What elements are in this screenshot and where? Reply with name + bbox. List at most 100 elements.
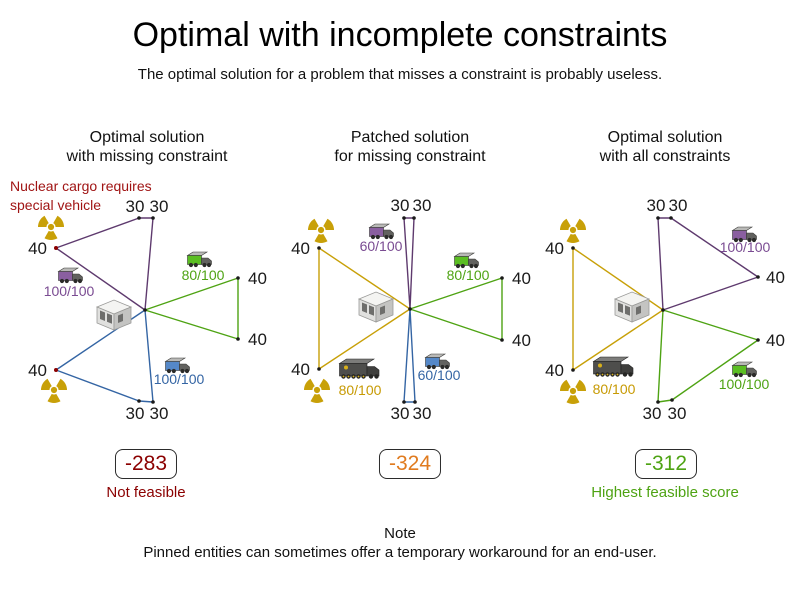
visit-dot [402, 400, 406, 404]
score-value: -283 [124, 452, 168, 475]
panel1-heading-line1: Optimal solution [89, 129, 205, 146]
visit-dot [670, 398, 674, 402]
demand-label-30: 30 [150, 404, 169, 423]
demand-label-30: 30 [391, 404, 410, 423]
truck-icon-green [732, 361, 757, 378]
capacity-label-yellow: 80/100 [339, 382, 382, 398]
footnote-body: Pinned entities can sometimes offer a te… [143, 544, 657, 561]
capacity-label-green: 100/100 [719, 376, 770, 392]
truck-icon-green [187, 251, 212, 268]
visit-dot [317, 367, 321, 371]
score-badge-panel3: -312 [634, 449, 698, 479]
score-badge-panel2: -324 [378, 449, 442, 479]
depot-icon [614, 291, 650, 323]
demand-label-40: 40 [512, 269, 531, 288]
nuclear-constraint-note: Nuclear cargo requires special vehicle [10, 177, 152, 215]
depot-icon [358, 291, 394, 323]
demand-label-30: 30 [413, 196, 432, 215]
capacity-label-green: 80/100 [182, 267, 225, 283]
nuclear-icon [302, 378, 331, 403]
visit-dot [500, 338, 504, 342]
visit-dot [236, 276, 240, 280]
visit-dot [571, 368, 575, 372]
demand-label-40: 40 [766, 268, 785, 287]
nuclear-visit-dot [54, 368, 58, 372]
depot-dot [661, 308, 665, 312]
panel1-heading: Optimal solution with missing constraint [17, 128, 277, 166]
visit-dot [656, 400, 660, 404]
visit-dot [669, 216, 673, 220]
demand-label-40: 40 [766, 331, 785, 350]
depot-dot [408, 307, 412, 311]
panel2-heading: Patched solution for missing constraint [280, 128, 540, 166]
nuclear-icon [39, 378, 68, 403]
score-note-panel1: Not feasible [106, 484, 186, 501]
route-line-green-panel1 [144, 277, 239, 340]
capacity-label-green: 80/100 [447, 267, 490, 283]
demand-label-30: 30 [643, 404, 662, 423]
demand-label-30: 30 [413, 404, 432, 423]
demand-label-30: 30 [150, 197, 169, 216]
visit-dot [317, 246, 321, 250]
panel3-heading-line1: Optimal solution [607, 129, 723, 146]
nuclear-icon [558, 379, 587, 404]
score-value: -324 [388, 452, 432, 475]
truck-icon-purple [58, 267, 83, 284]
depot-dot [143, 308, 147, 312]
visit-dot [500, 276, 504, 280]
route-line-yellow-panel3 [572, 247, 664, 371]
score-note-panel3: Highest feasible score [591, 484, 739, 501]
visit-dot [756, 275, 760, 279]
panel3-heading: Optimal solution with all constraints [535, 128, 795, 166]
panel1-heading-line2: with missing constraint [66, 148, 228, 165]
page-title: Optimal with incomplete constraints [132, 16, 668, 54]
demand-label-40: 40 [248, 269, 267, 288]
panel2-heading-line2: for missing constraint [334, 148, 486, 165]
visit-dot [151, 216, 155, 220]
demand-label-30: 30 [647, 196, 666, 215]
route-line-yellow-panel2 [318, 247, 411, 370]
score-badge-panel1: -283 [114, 449, 178, 479]
footnote: Note Pinned entities can sometimes offer… [0, 524, 800, 562]
demand-label-40: 40 [512, 331, 531, 350]
route-line-green-panel2 [409, 277, 503, 341]
capacity-label-blue: 100/100 [154, 371, 205, 387]
panel2-heading-line1: Patched solution [350, 129, 470, 146]
page-subtitle: The optimal solution for a problem that … [137, 66, 663, 83]
visit-dot [137, 399, 141, 403]
demand-label-40: 40 [545, 239, 564, 258]
nuclear-constraint-note-line1: Nuclear cargo requires [10, 178, 152, 194]
nuclear-constraint-note-line2: special vehicle [10, 197, 102, 213]
capacity-label-purple: 100/100 [720, 239, 771, 255]
nuclear-visit-dot [54, 246, 58, 250]
demand-label-30: 30 [126, 197, 145, 216]
visit-dot [756, 338, 760, 342]
truck-icon-green [454, 252, 479, 269]
capacity-label-purple: 100/100 [44, 283, 95, 299]
capacity-label-blue: 60/100 [418, 367, 461, 383]
demand-label-40: 40 [28, 239, 47, 258]
big-truck-icon-yellow [593, 356, 634, 378]
footnote-heading: Note [384, 525, 416, 542]
depot-icon [96, 299, 132, 331]
visit-dot [571, 246, 575, 250]
visit-dot [656, 216, 660, 220]
route-line-blue-panel2 [403, 308, 416, 403]
visit-dot [413, 400, 417, 404]
score-value: -312 [644, 452, 688, 475]
big-truck-icon-yellow [339, 358, 380, 380]
demand-label-30: 30 [126, 404, 145, 423]
capacity-label-purple: 60/100 [360, 238, 403, 254]
capacity-label-yellow: 80/100 [593, 381, 636, 397]
demand-label-40: 40 [28, 361, 47, 380]
demand-label-40: 40 [291, 360, 310, 379]
nuclear-icon [36, 215, 65, 240]
visit-dot [151, 400, 155, 404]
panel3-heading-line2: with all constraints [599, 148, 731, 165]
demand-label-30: 30 [668, 404, 687, 423]
demand-label-40: 40 [291, 239, 310, 258]
nuclear-icon [306, 218, 335, 243]
demand-label-30: 30 [391, 196, 410, 215]
